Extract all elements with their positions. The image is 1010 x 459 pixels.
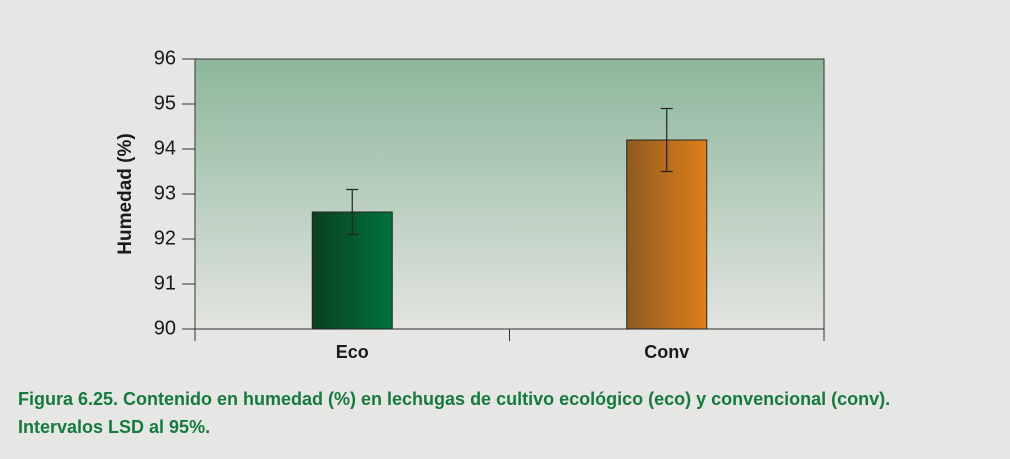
y-tick-label: 92 xyxy=(154,227,176,249)
caption: Figura 6.25. Contenido en humedad (%) en… xyxy=(18,389,890,409)
x-tick-label: Conv xyxy=(644,342,689,362)
y-tick-label: 90 xyxy=(154,317,176,339)
y-tick-label: 96 xyxy=(154,47,176,69)
plot-area xyxy=(194,58,825,330)
y-tick-label: 94 xyxy=(154,137,176,159)
y-axis-label: Humedad (%) xyxy=(115,133,136,254)
y-tick-label: 91 xyxy=(154,272,176,294)
y-tick-label: 95 xyxy=(154,92,176,114)
error-bar xyxy=(660,107,673,173)
error-bar xyxy=(346,188,359,236)
x-tick-label: Eco xyxy=(336,342,369,362)
y-tick-label: 93 xyxy=(154,182,176,204)
caption: Intervalos LSD al 95%. xyxy=(18,417,210,437)
